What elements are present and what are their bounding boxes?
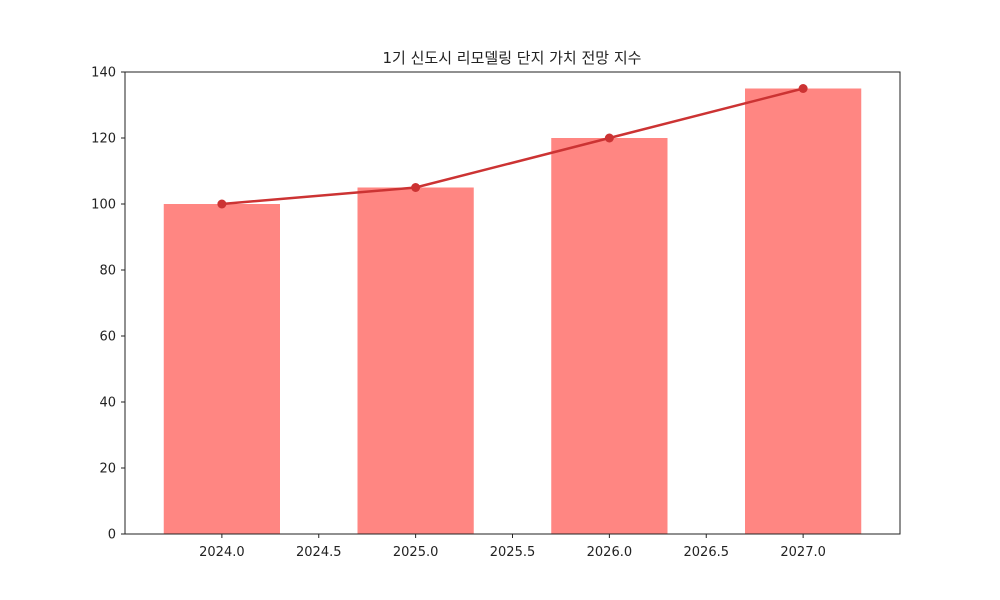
x-tick-label: 2025.0 [393, 545, 439, 560]
chart-title: 1기 신도시 리모델링 단지 가치 전망 지수 [383, 49, 642, 67]
line-series [217, 84, 808, 209]
x-tick-label: 2024.0 [199, 545, 245, 560]
line-point [604, 133, 614, 143]
line-path [221, 87, 804, 206]
y-tick-label: 40 [99, 396, 116, 411]
y-tick-label: 20 [99, 462, 116, 477]
x-tick-label: 2024.5 [296, 545, 342, 560]
y-tick-label: 140 [91, 66, 116, 81]
line-point [217, 199, 227, 209]
y-tick-label: 80 [99, 264, 116, 279]
bar-2025.0 [357, 187, 474, 534]
y-tick-label: 0 [108, 528, 116, 543]
x-tick-label: 2027.0 [780, 545, 826, 560]
x-tick-label: 2025.5 [490, 545, 536, 560]
bar-series [163, 88, 862, 534]
bar-2024.0 [163, 204, 280, 534]
line-point [798, 84, 808, 93]
x-tick-label: 2026.5 [684, 545, 730, 560]
x-tick-label: 2026.0 [587, 545, 633, 560]
line-point [411, 183, 421, 192]
bar-2027.0 [745, 88, 862, 534]
y-axis: 0 20 40 60 80 100 120 140 [91, 66, 125, 543]
y-tick-label: 100 [91, 198, 116, 213]
x-axis: 2024.0 2024.5 2025.0 2025.5 2026.0 2026.5 2027… [199, 534, 826, 560]
y-tick-label: 60 [99, 330, 116, 345]
bar-2026.0 [551, 138, 668, 534]
y-tick-label: 120 [91, 132, 116, 147]
